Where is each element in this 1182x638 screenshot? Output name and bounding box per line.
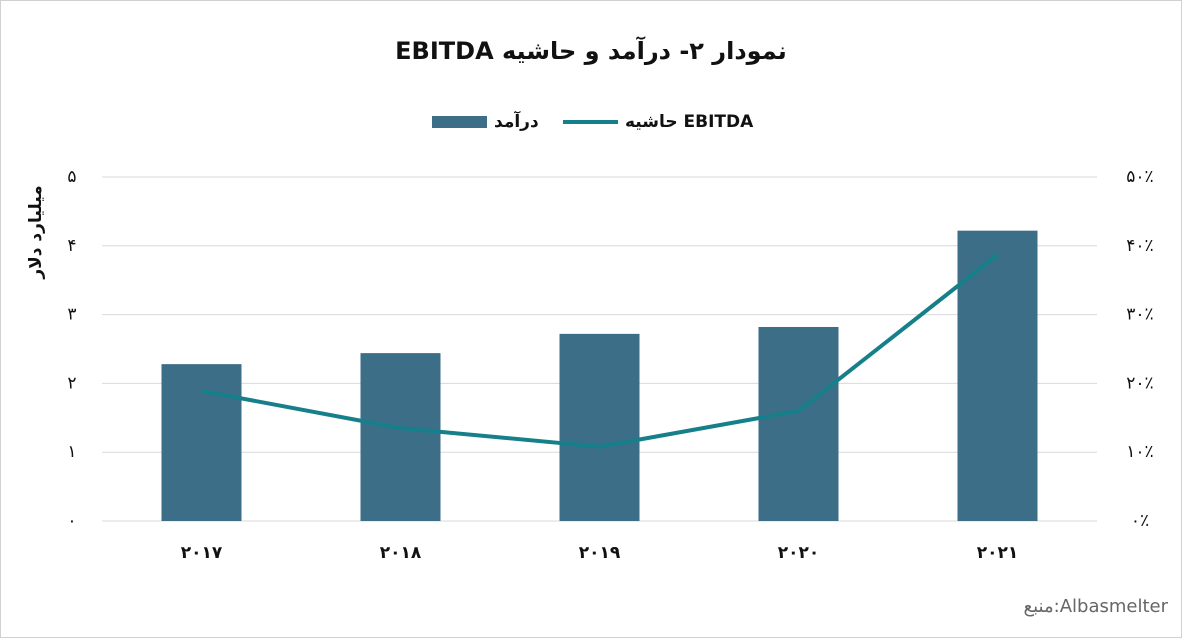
x-tick-label: ۲۰۲۱ [977,543,1019,563]
legend-label: درآمد [494,110,539,132]
chart-title: نمودار ۲- درآمد و حاشیه EBITDA [395,36,787,65]
legend-label: حاشیه EBITDA [625,112,754,132]
x-tick-label: ۲۰۱۸ [380,543,422,563]
bar [957,230,1038,521]
legend-swatch [432,116,487,128]
y-axis-label: میلیارد دلار [26,185,46,279]
y2-tick-label: ۴۰٪ [1126,236,1153,256]
y-tick-label: ۰ [67,511,76,531]
bar [161,364,242,521]
y-tick-label: ۵ [67,167,76,187]
y2-tick-label: ۲۰٪ [1126,373,1153,393]
y2-tick-label: ۳۰٪ [1126,305,1153,325]
x-tick-label: ۲۰۱۹ [579,543,621,563]
y-tick-label: ۲ [67,373,76,393]
bar [360,353,441,521]
y-tick-label: ۱ [67,442,76,462]
source: منبع:Albasmelter [1024,596,1169,617]
y2-tick-label: ۱۰٪ [1126,442,1153,462]
y2-tick-label: ۰٪ [1131,511,1149,531]
bar [758,326,839,521]
x-tick-label: ۲۰۱۷ [181,543,223,563]
y-tick-label: ۴ [67,236,76,256]
bar [559,333,640,521]
y-tick-label: ۳ [67,305,76,325]
x-tick-label: ۲۰۲۰ [778,543,820,563]
y2-tick-label: ۵۰٪ [1126,167,1153,187]
line [201,253,999,449]
